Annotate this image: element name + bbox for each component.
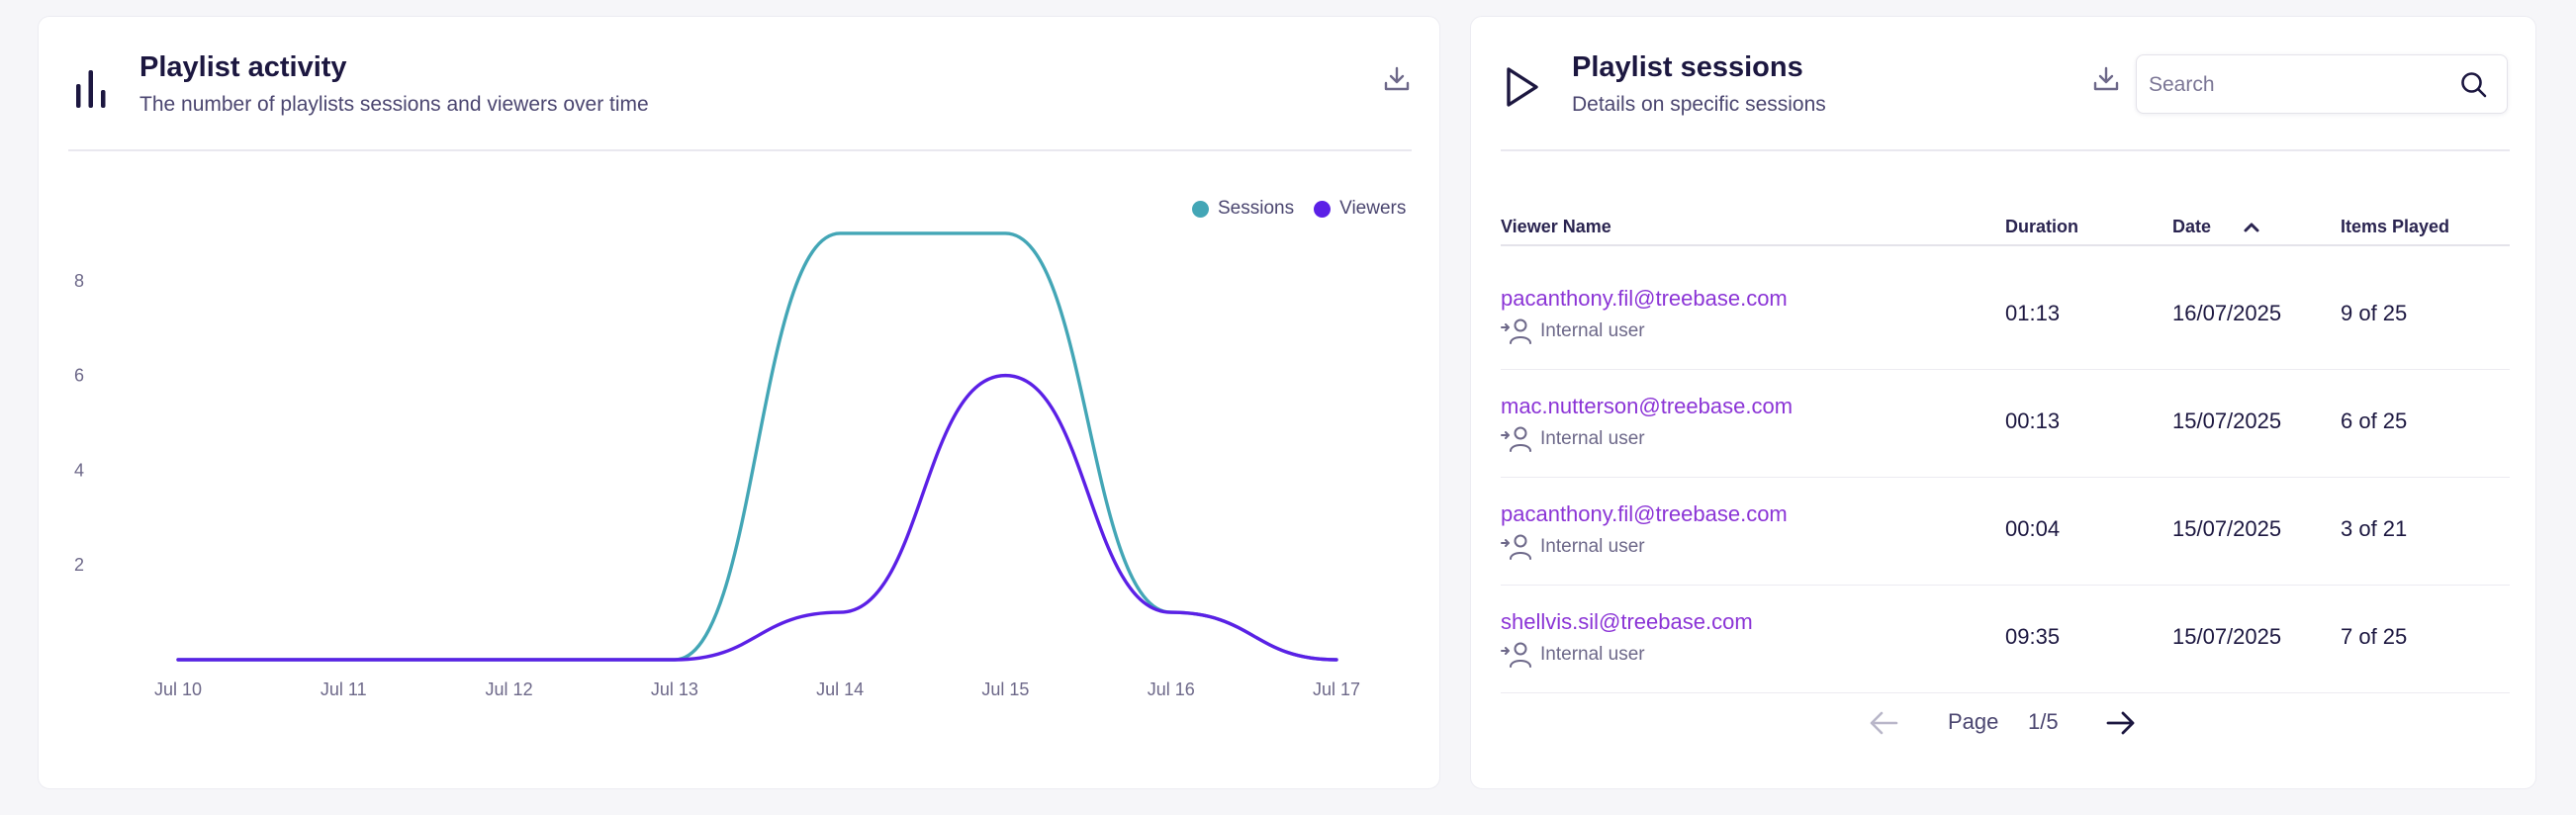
- legend-viewers-label: Viewers: [1339, 198, 1407, 219]
- viewer-type: Internal user: [1501, 533, 1645, 561]
- column-header-items-played[interactable]: Items Played: [2341, 217, 2450, 236]
- activity-title: Playlist activity: [139, 51, 347, 83]
- sessions-divider: [1501, 149, 2510, 151]
- viewer-email-link[interactable]: mac.nutterson@treebase.com: [1501, 394, 1794, 418]
- viewer-email-link[interactable]: pacanthony.fil@treebase.com: [1501, 501, 1788, 526]
- activity-subtitle: The number of playlists sessions and vie…: [139, 93, 649, 116]
- playlist-sessions-card: Playlist sessions Details on specific se…: [1470, 16, 2536, 789]
- activity-divider: [68, 149, 1412, 151]
- column-header-date-label: Date: [2172, 217, 2212, 236]
- add-user-icon: [1501, 426, 1531, 452]
- column-header-date[interactable]: Date: [2172, 217, 2260, 237]
- viewer-type-label: Internal user: [1540, 536, 1645, 557]
- add-user-icon: [1501, 642, 1531, 668]
- duration-cell: 01:13: [2005, 301, 2061, 325]
- x-tick-label: Jul 11: [321, 679, 367, 699]
- x-tick-label: Jul 16: [1148, 679, 1195, 699]
- column-header-duration[interactable]: Duration: [2005, 217, 2078, 236]
- chevron-up-icon[interactable]: [2243, 221, 2260, 234]
- column-header-viewer-name[interactable]: Viewer Name: [1501, 217, 1611, 236]
- table-header-divider: [1501, 244, 2510, 246]
- row-divider: [1501, 369, 2510, 370]
- series-line-viewers: [176, 373, 1338, 662]
- duration-cell: 00:13: [2005, 408, 2061, 433]
- download-icon[interactable]: [1382, 64, 1412, 94]
- row-divider: [1501, 585, 2510, 586]
- viewer-type-label: Internal user: [1540, 644, 1645, 665]
- x-tick-label: Jul 13: [651, 679, 698, 699]
- y-tick-label: 8: [74, 271, 84, 291]
- play-icon: [1507, 67, 1538, 107]
- arrow-right-icon[interactable]: [2104, 708, 2138, 738]
- x-tick-label: Jul 15: [981, 679, 1029, 699]
- viewer-type: Internal user: [1501, 317, 1645, 345]
- items-played-cell: 3 of 21: [2341, 516, 2408, 541]
- bar-chart-icon: [76, 70, 106, 108]
- x-tick-label: Jul 17: [1313, 679, 1360, 699]
- viewer-type: Internal user: [1501, 425, 1645, 453]
- items-played-cell: 9 of 25: [2341, 301, 2408, 325]
- search-input[interactable]: [2147, 65, 2447, 105]
- date-cell: 15/07/2025: [2172, 516, 2282, 541]
- duration-cell: 00:04: [2005, 516, 2061, 541]
- series-line-sessions: [176, 231, 1338, 662]
- row-divider: [1501, 692, 2510, 693]
- sessions-subtitle: Details on specific sessions: [1572, 93, 1826, 116]
- row-divider: [1501, 477, 2510, 478]
- add-user-icon: [1501, 318, 1531, 344]
- chart-legend: Sessions Viewers: [1192, 198, 1406, 220]
- date-cell: 16/07/2025: [2172, 301, 2282, 325]
- viewer-type-label: Internal user: [1540, 320, 1645, 341]
- viewer-email-link[interactable]: shellvis.sil@treebase.com: [1501, 609, 1753, 634]
- y-tick-label: 2: [74, 555, 84, 575]
- legend-sessions-label: Sessions: [1218, 198, 1295, 219]
- activity-line-chart: 2 4 6 8 Jul 10 Jul 11 Jul 12 Jul 13 Jul 14 Jul 15…: [74, 231, 1360, 699]
- legend-sessions-swatch: [1192, 200, 1209, 218]
- x-tick-label: Jul 12: [486, 679, 533, 699]
- page-indicator: 1/5: [2028, 709, 2059, 734]
- y-tick-label: 6: [74, 366, 84, 386]
- legend-viewers-swatch: [1314, 200, 1332, 218]
- items-played-cell: 6 of 25: [2341, 408, 2408, 433]
- search-box: [2136, 54, 2508, 114]
- search-icon[interactable]: [2459, 70, 2489, 100]
- x-tick-label: Jul 14: [816, 679, 864, 699]
- duration-cell: 09:35: [2005, 624, 2061, 649]
- viewer-type: Internal user: [1501, 641, 1645, 669]
- arrow-left-icon[interactable]: [1867, 708, 1900, 738]
- viewer-type-label: Internal user: [1540, 428, 1645, 449]
- date-cell: 15/07/2025: [2172, 408, 2282, 433]
- y-tick-label: 4: [74, 460, 84, 480]
- items-played-cell: 7 of 25: [2341, 624, 2408, 649]
- viewer-email-link[interactable]: pacanthony.fil@treebase.com: [1501, 286, 1788, 311]
- download-icon[interactable]: [2091, 64, 2121, 94]
- page-label: Page: [1948, 709, 1999, 734]
- add-user-icon: [1501, 534, 1531, 560]
- date-cell: 15/07/2025: [2172, 624, 2282, 649]
- x-tick-label: Jul 10: [154, 679, 202, 699]
- sessions-title: Playlist sessions: [1572, 51, 1803, 83]
- playlist-activity-card: Playlist activity The number of playlist…: [38, 16, 1440, 789]
